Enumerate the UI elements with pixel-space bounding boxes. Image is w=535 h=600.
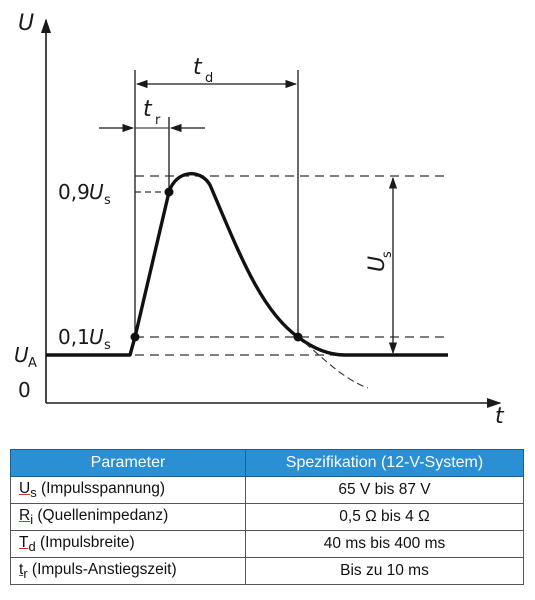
us-label: U (365, 256, 390, 272)
param-description: (Impuls-Anstiegszeit) (27, 560, 177, 578)
value-cell: 0,5 Ω bis 4 Ω (245, 503, 524, 531)
point-01-rise (130, 332, 140, 342)
param-description: (Quellenimpedanz) (33, 506, 169, 524)
y-axis-label: U (18, 11, 34, 36)
tr-sub: r (155, 113, 161, 128)
x-axis-label: t (495, 404, 505, 429)
td-label: t (193, 55, 203, 80)
header-specification: Spezifikation (12-V-System) (245, 449, 524, 477)
level-09-symbol: U (89, 180, 104, 204)
table-row: tr (Impuls-Anstiegszeit) Bis zu 10 ms (10, 557, 524, 585)
param-cell: tr (Impuls-Anstiegszeit) (10, 557, 246, 585)
us-sub: s (380, 251, 395, 258)
param-cell: Td (Impulsbreite) (10, 530, 246, 558)
point-01-fall (293, 332, 303, 342)
ua-label: U (14, 343, 29, 367)
param-description: (Impulsbreite) (35, 533, 135, 551)
point-09-rise (164, 187, 174, 197)
td-sub: d (205, 71, 213, 86)
pulse-curve (46, 171, 448, 357)
param-symbol: T (19, 533, 29, 551)
spec-table: Parameter Spezifikation (12-V-System) Us… (10, 449, 524, 585)
table-header-row: Parameter Spezifikation (12-V-System) (10, 449, 524, 477)
param-subscript: i (30, 512, 34, 528)
level-09-sub: s (104, 193, 111, 208)
level-01-sub: s (104, 338, 111, 353)
param-subscript: d (28, 539, 36, 555)
param-symbol: U (19, 479, 31, 497)
param-subscript: r (23, 566, 28, 582)
level-01-symbol: U (89, 325, 104, 349)
table-row: Ri (Quellenimpedanz) 0,5 Ω bis 4 Ω (10, 503, 524, 531)
param-description: (Impulsspannung) (36, 479, 166, 497)
pulse-diagram: U t t d t r U s 0,9 U s 0,1 U s U A 0 (14, 11, 505, 429)
ua-sub: A (28, 356, 37, 371)
param-cell: Us (Impulsspannung) (10, 476, 246, 504)
header-parameter: Parameter (10, 449, 246, 477)
zero-label: 0 (18, 378, 31, 402)
param-cell: Ri (Quellenimpedanz) (10, 503, 246, 531)
level-09-value: 0,9 (58, 180, 90, 204)
param-symbol: t (19, 560, 24, 578)
value-cell: Bis zu 10 ms (245, 557, 524, 585)
tr-label: t (143, 97, 153, 122)
level-01-value: 0,1 (58, 325, 90, 349)
table-row: Us (Impulsspannung) 65 V bis 87 V (10, 476, 524, 504)
table-row: Td (Impulsbreite) 40 ms bis 400 ms (10, 530, 524, 558)
param-symbol: R (19, 506, 31, 524)
value-cell: 65 V bis 87 V (245, 476, 524, 504)
value-cell: 40 ms bis 400 ms (245, 530, 524, 558)
decay-continuation (304, 342, 369, 389)
param-subscript: s (30, 485, 37, 501)
